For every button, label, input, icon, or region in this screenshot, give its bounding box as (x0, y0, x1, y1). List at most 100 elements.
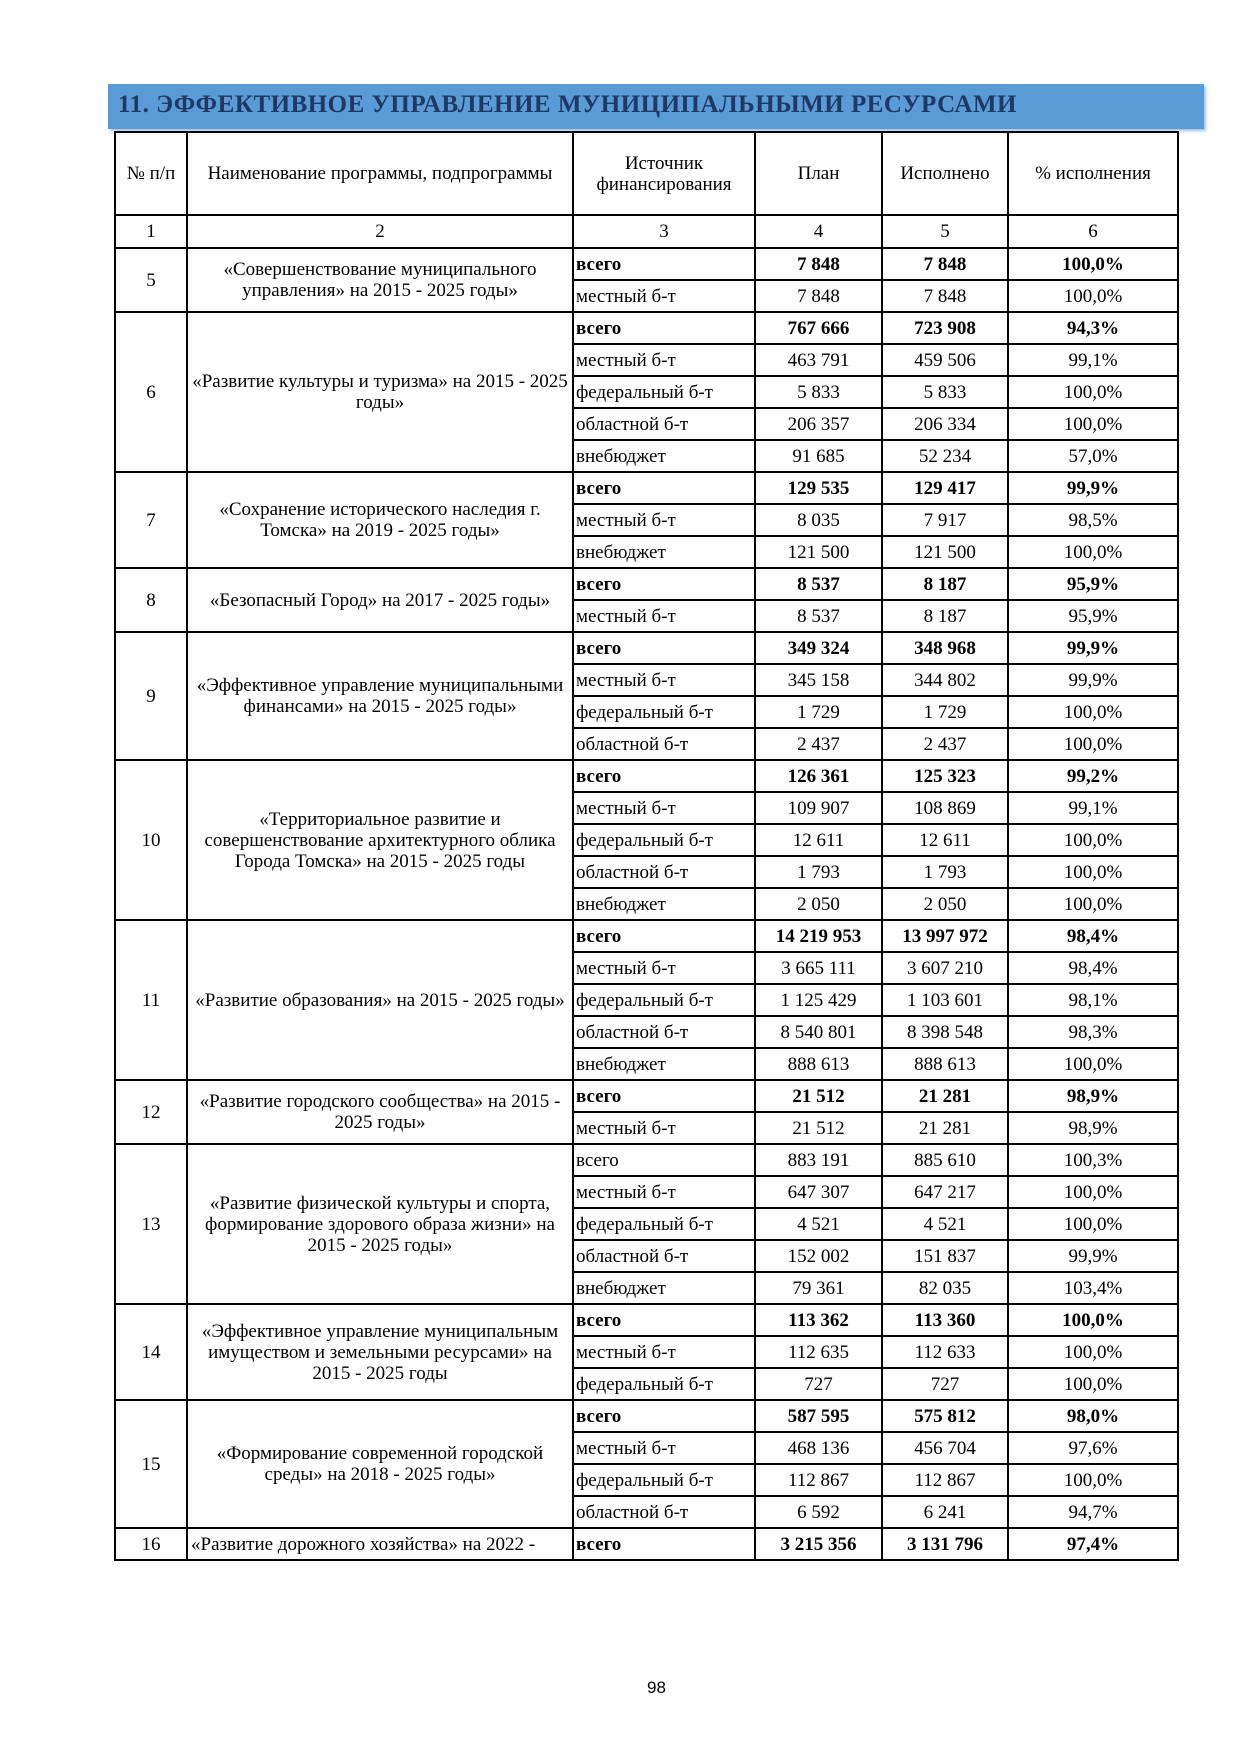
funding-source: областной б-т (572, 1239, 756, 1273)
percent-value: 100,0% (1007, 695, 1179, 729)
program-name: «Формирование современной городской сред… (186, 1399, 574, 1529)
col-header-no: № п/п (114, 131, 188, 216)
plan-value: 8 540 801 (754, 1015, 883, 1049)
funding-source: местный б-т (572, 1111, 756, 1145)
table-row: местный б-т 647 307 647 217 100,0% (115, 1175, 1179, 1209)
plan-value: 1 125 429 (754, 983, 883, 1017)
done-value: 575 812 (881, 1399, 1009, 1433)
table-row: областной б-т 152 002 151 837 99,9% (115, 1239, 1179, 1273)
table-row: местный б-т 345 158 344 802 99,9% (115, 663, 1179, 697)
percent-value: 100,0% (1007, 407, 1179, 441)
table-row: областной б-т 6 592 6 241 94,7% (115, 1495, 1179, 1529)
plan-value: 7 848 (754, 247, 883, 281)
done-value: 5 833 (881, 375, 1009, 409)
col-number: 3 (572, 214, 756, 249)
plan-value: 3 665 111 (754, 951, 883, 985)
done-value: 647 217 (881, 1175, 1009, 1209)
percent-value: 99,9% (1007, 471, 1179, 505)
percent-value: 94,3% (1007, 311, 1179, 345)
plan-value: 152 002 (754, 1239, 883, 1273)
funding-source: всего (572, 567, 756, 601)
table-row: 15 «Формирование современной городской ср… (114, 1399, 1179, 1529)
plan-value: 463 791 (754, 343, 883, 377)
done-value: 121 500 (881, 535, 1009, 569)
percent-value: 99,9% (1007, 631, 1179, 665)
table-row: местный б-т 8 537 8 187 95,9% (115, 599, 1179, 633)
funding-source: областной б-т (572, 727, 756, 761)
plan-value: 79 361 (754, 1271, 883, 1305)
plan-value: 345 158 (754, 663, 883, 697)
plan-value: 468 136 (754, 1431, 883, 1465)
done-value: 8 187 (881, 567, 1009, 601)
plan-value: 8 537 (754, 599, 883, 633)
section-title: 11. ЭФФЕКТИВНОЕ УПРАВЛЕНИЕ МУНИЦИПАЛЬНЫМ… (118, 91, 1017, 118)
funding-source: федеральный б-т (572, 1463, 756, 1497)
funding-source: местный б-т (572, 599, 756, 633)
funding-source: всего (572, 759, 756, 793)
program-number: 12 (114, 1079, 188, 1145)
done-value: 4 521 (881, 1207, 1009, 1241)
col-number: 6 (1007, 214, 1179, 249)
plan-value: 767 666 (754, 311, 883, 345)
plan-value: 647 307 (754, 1175, 883, 1209)
funding-source: местный б-т (572, 503, 756, 537)
funding-source: внебюджет (572, 1047, 756, 1081)
funding-source: местный б-т (572, 343, 756, 377)
table-row: федеральный б-т 12 611 12 611 100,0% (115, 823, 1179, 857)
percent-value: 100,0% (1007, 1175, 1179, 1209)
page-number: 98 (647, 1678, 666, 1697)
done-value: 108 869 (881, 791, 1009, 825)
program-number: 8 (114, 567, 188, 633)
funding-source: местный б-т (572, 951, 756, 985)
plan-value: 7 848 (754, 279, 883, 313)
plan-value: 112 867 (754, 1463, 883, 1497)
table-row: 6 «Развитие культуры и туризма» на 2015 -… (114, 311, 1179, 473)
percent-value: 98,4% (1007, 951, 1179, 985)
table-row: федеральный б-т 1 125 429 1 103 601 98,1% (115, 983, 1179, 1017)
table-row: местный б-т 3 665 111 3 607 210 98,4% (115, 951, 1179, 985)
table-row: федеральный б-т 5 833 5 833 100,0% (115, 375, 1179, 409)
done-value: 2 437 (881, 727, 1009, 761)
percent-value: 95,9% (1007, 599, 1179, 633)
program-number: 16 (114, 1527, 188, 1561)
funding-source: федеральный б-т (572, 695, 756, 729)
table-row: 14 «Эффективное управление муниципальным … (114, 1303, 1179, 1401)
col-number: 1 (114, 214, 188, 249)
plan-value: 1 793 (754, 855, 883, 889)
done-value: 112 867 (881, 1463, 1009, 1497)
table-row: 8 «Безопасный Город» на 2017 - 2025 годы»… (114, 567, 1179, 633)
plan-value: 21 512 (754, 1111, 883, 1145)
plan-value: 113 362 (754, 1303, 883, 1337)
table-row: внебюджет 79 361 82 035 103,4% (115, 1271, 1179, 1305)
done-value: 7 848 (881, 279, 1009, 313)
col-header-name: Наименование программы, подпрограммы (186, 131, 574, 216)
table-row: областной б-т 8 540 801 8 398 548 98,3% (115, 1015, 1179, 1049)
done-value: 13 997 972 (881, 919, 1009, 953)
plan-value: 91 685 (754, 439, 883, 473)
done-value: 206 334 (881, 407, 1009, 441)
done-value: 3 131 796 (881, 1527, 1009, 1561)
program-number: 10 (114, 759, 188, 921)
table-row: федеральный б-т 4 521 4 521 100,0% (115, 1207, 1179, 1241)
funding-source: местный б-т (572, 791, 756, 825)
percent-value: 100,0% (1007, 1207, 1179, 1241)
percent-value: 100,0% (1007, 279, 1179, 313)
percent-value: 98,4% (1007, 919, 1179, 953)
funding-source: всего (572, 471, 756, 505)
plan-value: 6 592 (754, 1495, 883, 1529)
header-row: № п/п Наименование программы, подпрограм… (114, 131, 1179, 216)
funding-source: всего (572, 631, 756, 665)
program-name: «Территориальное развитие и совершенство… (186, 759, 574, 921)
done-value: 3 607 210 (881, 951, 1009, 985)
table-row: внебюджет 888 613 888 613 100,0% (115, 1047, 1179, 1081)
percent-value: 57,0% (1007, 439, 1179, 473)
program-number: 7 (114, 471, 188, 569)
percent-value: 97,4% (1007, 1527, 1179, 1561)
program-number: 9 (114, 631, 188, 761)
percent-value: 100,0% (1007, 247, 1179, 281)
program-number: 11 (114, 919, 188, 1081)
percent-value: 100,0% (1007, 375, 1179, 409)
percent-value: 100,0% (1007, 1047, 1179, 1081)
plan-value: 121 500 (754, 535, 883, 569)
col-number: 2 (186, 214, 574, 249)
